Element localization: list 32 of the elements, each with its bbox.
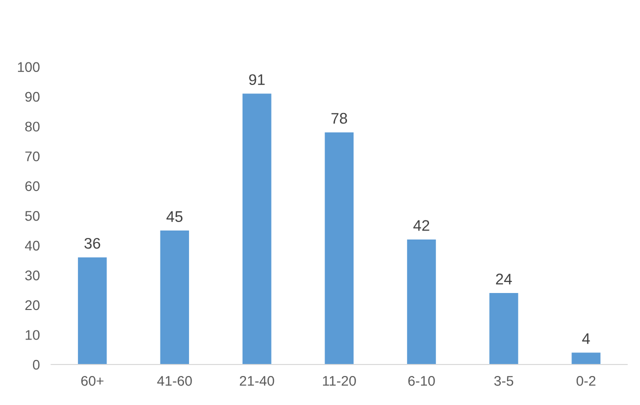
bar — [407, 239, 436, 364]
data-label: 42 — [413, 220, 430, 231]
data-label: 91 — [249, 74, 265, 86]
y-tick-label: 80 — [25, 122, 40, 132]
data-label: 36 — [84, 238, 100, 249]
y-tick-label: 70 — [25, 151, 40, 162]
y-tick-label: 10 — [26, 330, 40, 340]
data-label: 24 — [496, 274, 512, 284]
y-tick-label: 20 — [25, 300, 40, 310]
bar — [242, 94, 272, 364]
data-label: 4 — [582, 333, 590, 344]
data-label: 45 — [166, 211, 182, 222]
y-tick-label: 50 — [25, 210, 40, 221]
x-tick-label: 3-5 — [494, 376, 514, 386]
bar — [160, 230, 190, 364]
bar — [324, 132, 354, 364]
bar — [572, 352, 600, 364]
x-tick-label: 41-60 — [157, 376, 192, 386]
y-tick-label: 60 — [25, 181, 40, 192]
bar — [78, 257, 107, 364]
data-label: 78 — [331, 112, 348, 124]
y-tick-label: 100 — [18, 62, 40, 72]
y-tick-label: 30 — [25, 270, 40, 280]
x-tick-label: 21-40 — [240, 376, 274, 386]
x-tick-label: 60+ — [81, 376, 104, 386]
x-tick-label: 6-10 — [408, 376, 435, 386]
x-tick-label: 0-2 — [576, 376, 596, 386]
y-tick-label: 90 — [25, 92, 40, 102]
x-tick-label: 11-20 — [323, 376, 356, 386]
y-tick-label: 40 — [24, 240, 40, 251]
y-tick-label: 0 — [32, 360, 40, 370]
bar — [489, 293, 518, 364]
